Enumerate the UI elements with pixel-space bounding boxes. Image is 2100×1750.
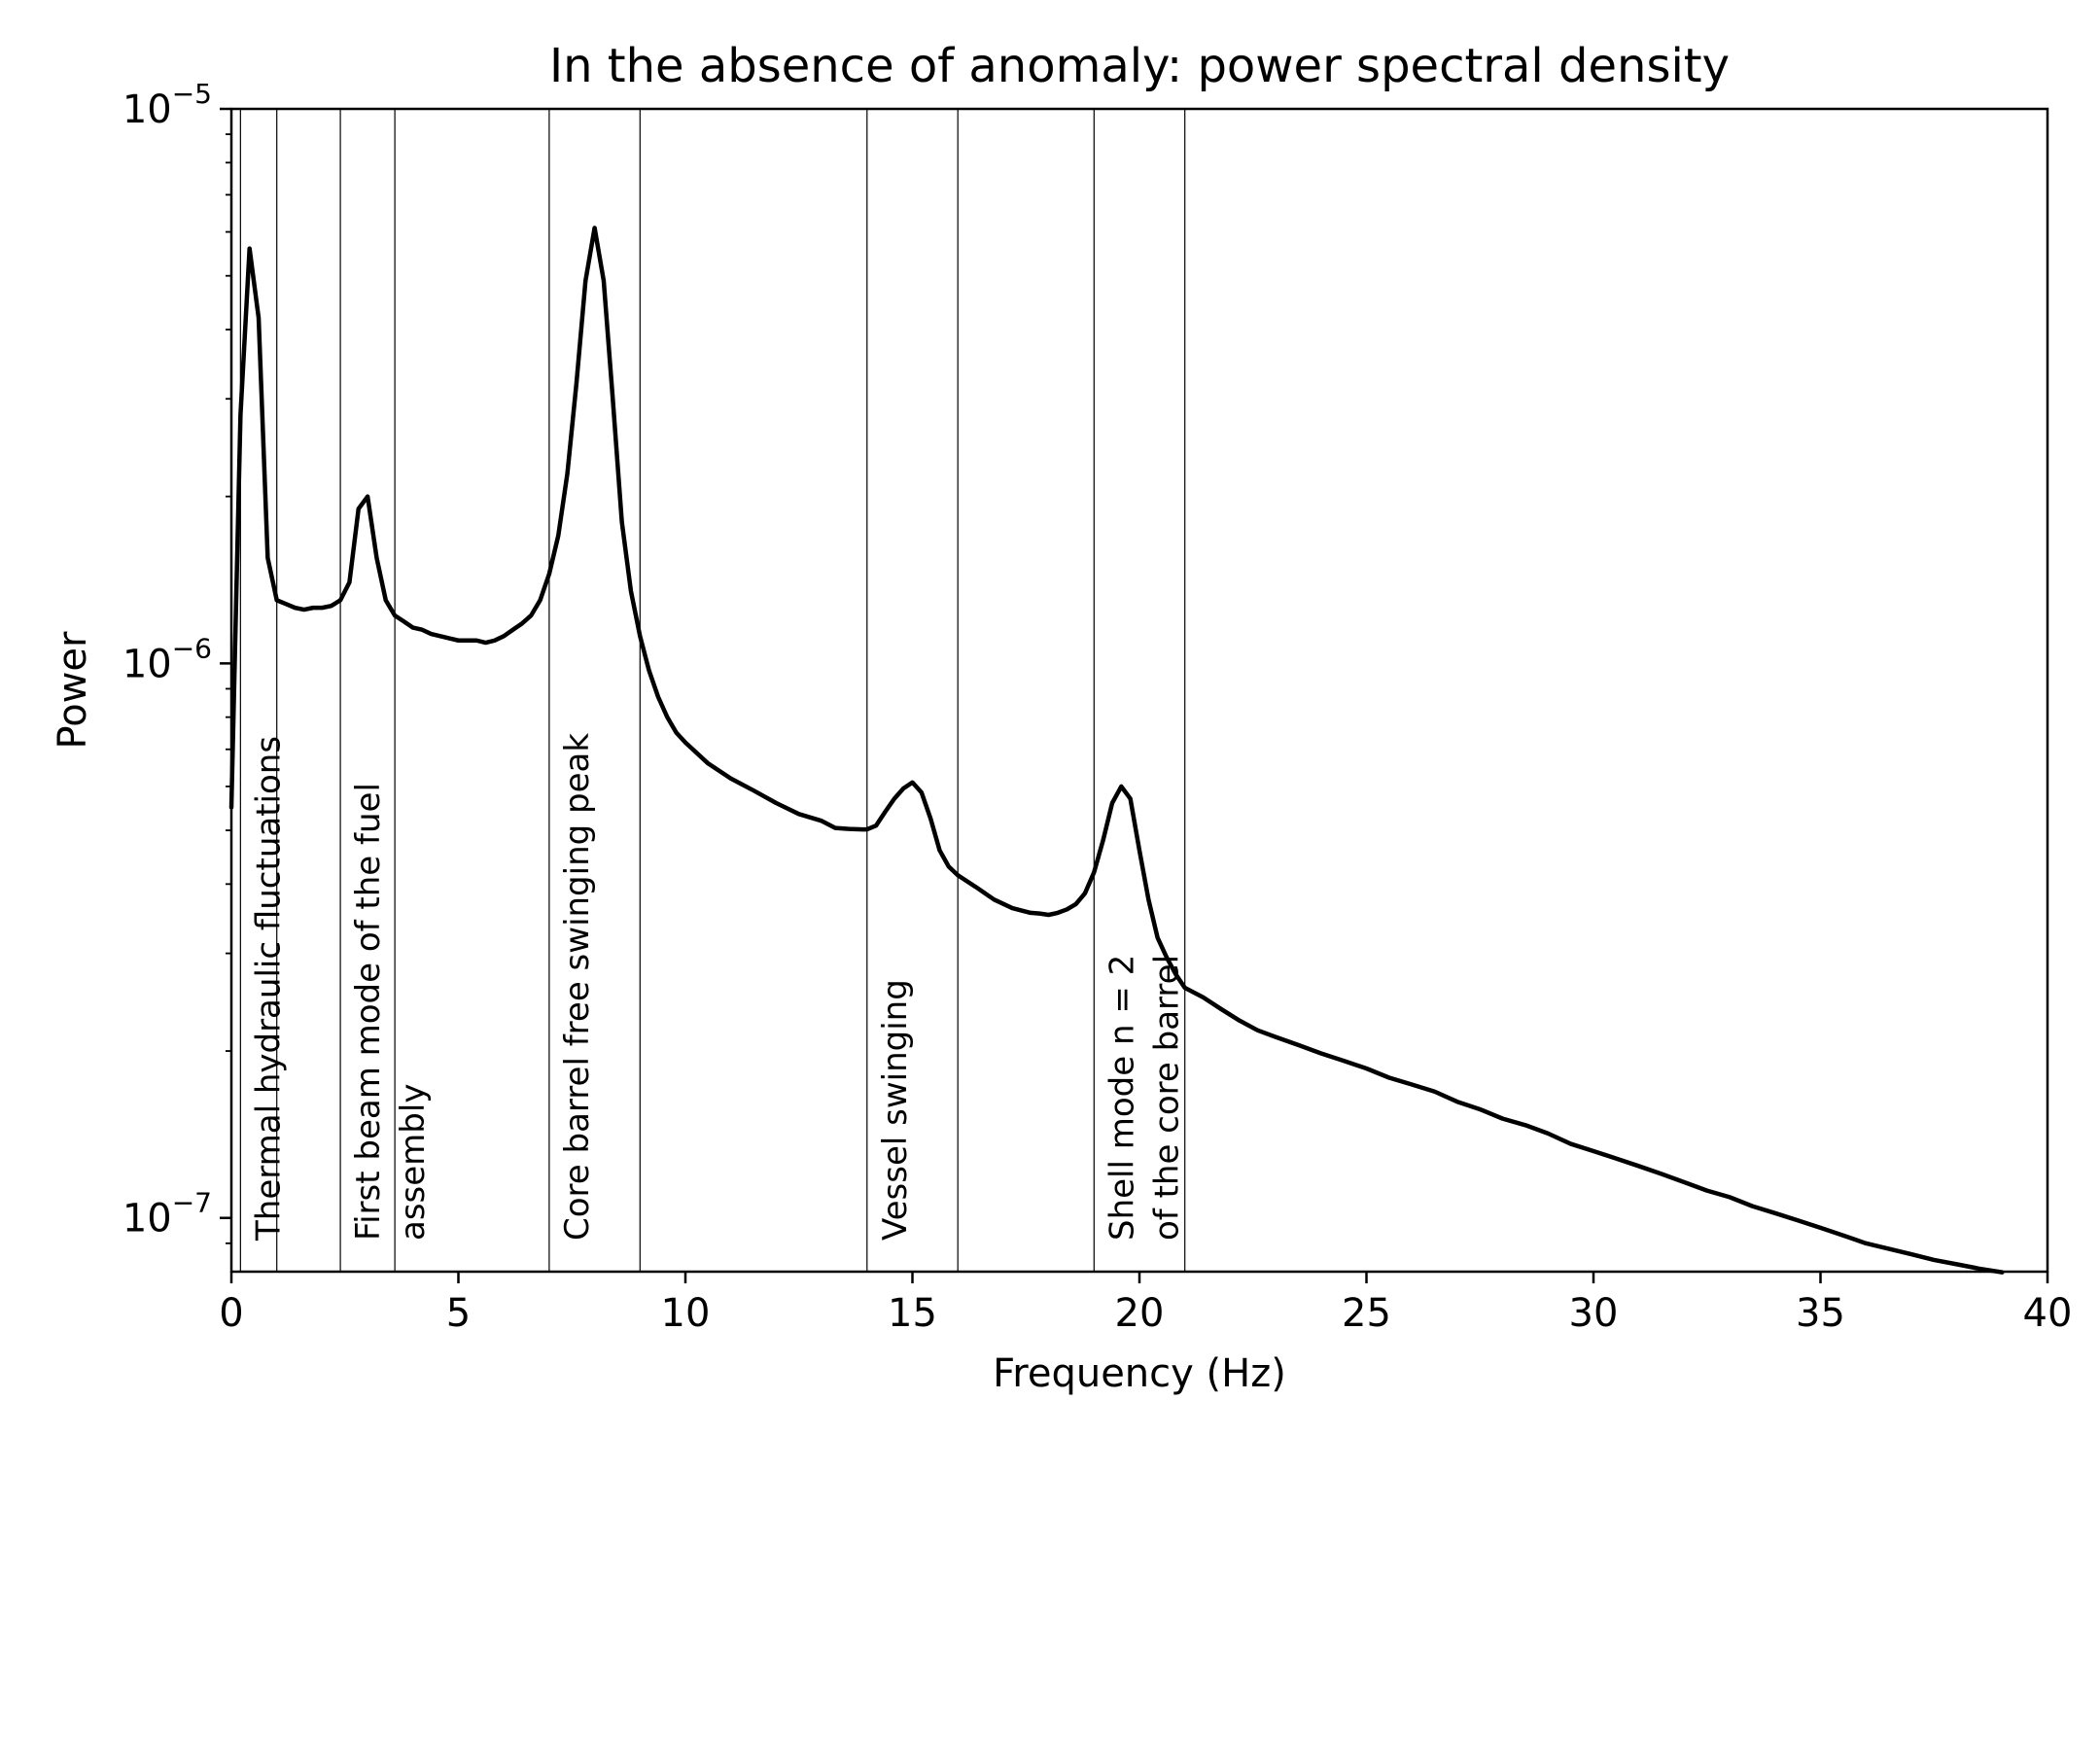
x-tick-label: 10 [661, 1291, 711, 1336]
band-label-thermal-hydraulic: Thermal hydraulic fluctuations [249, 736, 288, 1242]
band-label-first-beam-mode: First beam mode of the fuel assembly [349, 783, 433, 1241]
y-tick-base: 10 [122, 642, 172, 686]
x-axis-label: Frequency (Hz) [993, 1351, 1286, 1396]
band-label-line: assembly [394, 1084, 433, 1241]
x-tick-label: 25 [1342, 1291, 1391, 1336]
series-layer [228, 226, 2005, 1275]
band-label-line: of the core barrel [1147, 955, 1186, 1241]
band-label-core-barrel-swinging: Core barrel free swinging peak [558, 733, 597, 1241]
band-label-vessel-swinging: Vessel swinging [876, 979, 915, 1241]
x-tick-label: 30 [1569, 1291, 1619, 1336]
chart-title: In the absence of anomaly: power spectra… [549, 39, 1730, 93]
y-tick-label: 10−5 [122, 78, 212, 132]
y-tick-label: 10−7 [122, 1187, 212, 1242]
y-axis-label: Power [51, 631, 95, 749]
x-tick-label: 0 [219, 1291, 243, 1336]
band-layer [239, 109, 1186, 1272]
x-tick-label: 40 [2023, 1291, 2073, 1336]
y-tick-base: 10 [122, 1197, 172, 1242]
band-label-line: Thermal hydraulic fluctuations [249, 736, 288, 1242]
band-label-line: Core barrel free swinging peak [558, 733, 597, 1241]
x-tick-label: 20 [1115, 1291, 1165, 1336]
y-tick-exponent: −6 [172, 632, 212, 664]
band-label-line: Vessel swinging [876, 979, 915, 1241]
band-label-shell-mode: Shell mode n = 2 of the core barrel [1102, 955, 1186, 1241]
x-tick-label: 35 [1796, 1291, 1845, 1336]
y-tick-label: 10−6 [122, 632, 212, 686]
x-tick-label: 5 [446, 1291, 471, 1336]
y-tick-exponent: −5 [172, 78, 212, 110]
x-axis: 0 5 10 15 20 25 30 35 40 [219, 1272, 2072, 1336]
y-tick-base: 10 [122, 88, 172, 132]
band-label-line: Shell mode n = 2 [1102, 955, 1141, 1241]
y-tick-exponent: −7 [172, 1187, 212, 1219]
y-axis: 10−510−610−7 [122, 78, 231, 1244]
x-tick-label: 15 [888, 1291, 937, 1336]
series-line-psd [228, 226, 2005, 1275]
band-label-line: First beam mode of the fuel [349, 783, 388, 1241]
band-label-layer: Thermal hydraulic fluctuations First beam… [249, 733, 1186, 1242]
